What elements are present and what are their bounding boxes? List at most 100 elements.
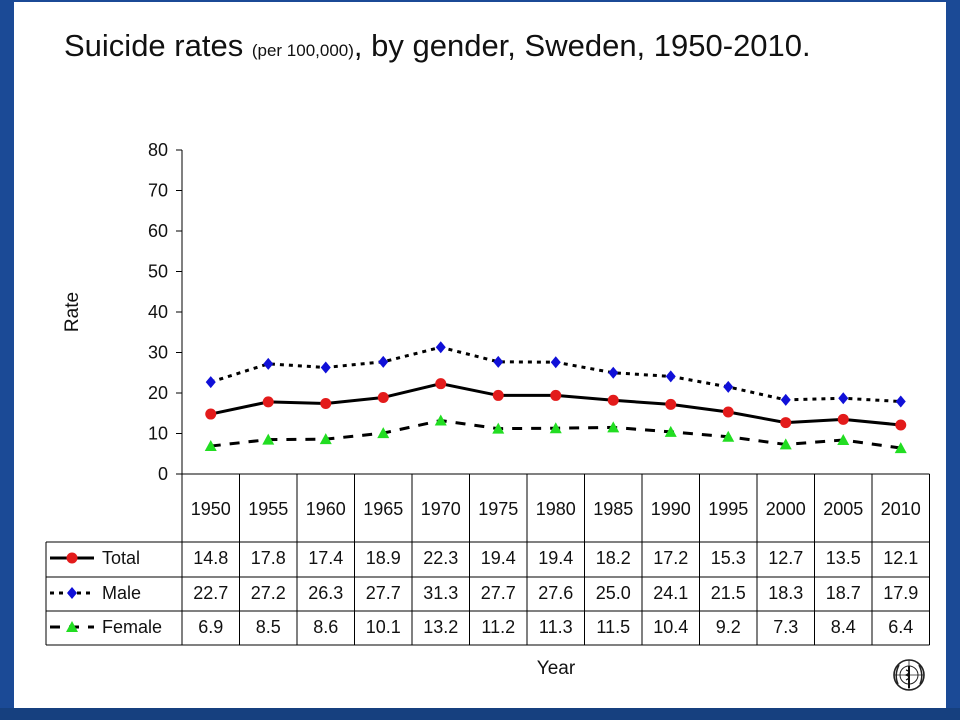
table-cell-female: 10.1 xyxy=(366,617,401,637)
x-tick-label: 2005 xyxy=(823,499,863,519)
legend-male-label: Male xyxy=(102,583,141,603)
table-cell-male: 27.2 xyxy=(251,583,286,603)
total-data-point xyxy=(262,396,274,408)
female-data-point xyxy=(837,433,850,445)
table-cell-male: 18.7 xyxy=(826,583,861,603)
male-data-point xyxy=(838,392,849,405)
table-cell-female: 9.2 xyxy=(716,617,741,637)
table-cell-female: 7.3 xyxy=(773,617,798,637)
total-data-point xyxy=(492,389,504,401)
table-cell-total: 17.2 xyxy=(653,548,688,568)
table-cell-male: 18.3 xyxy=(768,583,803,603)
table-cell-male: 21.5 xyxy=(711,583,746,603)
male-data-point xyxy=(435,341,446,354)
male-data-point xyxy=(665,370,676,383)
total-data-point xyxy=(377,391,389,403)
table-cell-male: 27.7 xyxy=(481,583,516,603)
table-cell-female: 10.4 xyxy=(653,617,688,637)
male-data-point xyxy=(780,393,791,406)
male-data-point xyxy=(378,355,389,368)
female-data-point xyxy=(204,440,217,452)
x-tick-label: 1950 xyxy=(191,499,231,519)
x-axis-label: Year xyxy=(537,658,576,679)
table-cell-total: 18.2 xyxy=(596,548,631,568)
table-cell-total: 22.3 xyxy=(423,548,458,568)
table-cell-total: 17.4 xyxy=(308,548,343,568)
x-tick-label: 2010 xyxy=(881,499,921,519)
title-rest: , by gender, Sweden, 1950-2010. xyxy=(353,28,811,63)
slide xyxy=(14,2,946,708)
table-cell-total: 12.1 xyxy=(883,548,918,568)
female-data-point xyxy=(549,422,562,434)
y-tick-label: 50 xyxy=(148,262,168,282)
who-emblem-icon xyxy=(893,659,925,691)
table-cell-total: 18.9 xyxy=(366,548,401,568)
table-cell-male: 31.3 xyxy=(423,583,458,603)
total-data-point xyxy=(895,419,907,431)
table-cell-female: 8.5 xyxy=(256,617,281,637)
x-tick-label: 2000 xyxy=(766,499,806,519)
table-cell-female: 11.3 xyxy=(539,617,573,637)
total-data-point xyxy=(607,394,619,406)
y-axis-label: Rate xyxy=(62,292,83,332)
male-data-point xyxy=(493,355,504,368)
total-data-point xyxy=(665,398,677,410)
x-tick-label: 1965 xyxy=(363,499,403,519)
female-data-point xyxy=(262,433,275,445)
total-data-point xyxy=(205,408,217,420)
legend-total-marker xyxy=(66,552,78,564)
total-data-point xyxy=(320,398,332,410)
legend-female-label: Female xyxy=(102,617,162,637)
y-tick-label: 70 xyxy=(148,181,168,201)
title-main: Suicide rates xyxy=(64,28,252,63)
x-tick-label: 1955 xyxy=(248,499,288,519)
table-cell-total: 13.5 xyxy=(826,548,861,568)
chart-title: Suicide rates (per 100,000), by gender, … xyxy=(64,26,811,71)
total-data-point xyxy=(550,389,562,401)
female-data-point xyxy=(722,430,735,442)
table-cell-female: 8.4 xyxy=(831,617,856,637)
y-tick-label: 60 xyxy=(148,221,168,241)
table-cell-female: 6.4 xyxy=(888,617,913,637)
table-cell-total: 15.3 xyxy=(711,548,746,568)
table-cell-male: 27.7 xyxy=(366,583,401,603)
table-cell-female: 11.2 xyxy=(481,617,515,637)
y-tick-label: 10 xyxy=(148,424,168,444)
x-tick-label: 1960 xyxy=(306,499,346,519)
female-data-point xyxy=(319,433,332,445)
x-tick-label: 1985 xyxy=(593,499,633,519)
table-cell-male: 26.3 xyxy=(308,583,343,603)
male-data-point xyxy=(263,357,274,370)
x-tick-label: 1995 xyxy=(708,499,748,519)
title-units: (per 100,000) xyxy=(251,41,354,60)
y-tick-label: 30 xyxy=(148,343,168,363)
x-tick-label: 1970 xyxy=(421,499,461,519)
table-cell-male: 22.7 xyxy=(193,583,228,603)
male-data-point xyxy=(895,395,906,408)
female-data-point xyxy=(434,414,447,426)
bottom-bar xyxy=(0,708,960,720)
total-data-point xyxy=(435,378,447,390)
table-cell-total: 19.4 xyxy=(538,548,573,568)
x-tick-label: 1975 xyxy=(478,499,518,519)
table-cell-male: 17.9 xyxy=(883,583,918,603)
male-data-point xyxy=(608,366,619,379)
y-tick-label: 0 xyxy=(158,464,168,484)
table-cell-male: 25.0 xyxy=(596,583,631,603)
table-cell-female: 13.2 xyxy=(423,617,458,637)
total-data-point xyxy=(780,417,792,429)
female-data-point xyxy=(377,427,390,439)
total-series-line xyxy=(210,382,901,427)
legend-female-marker xyxy=(66,621,78,632)
female-data-point xyxy=(894,442,907,454)
y-tick-label: 20 xyxy=(148,383,168,403)
total-data-point xyxy=(837,413,849,425)
legend-total-label: Total xyxy=(102,548,140,568)
female-data-point xyxy=(607,421,620,433)
male-data-point xyxy=(723,380,734,393)
total-data-point xyxy=(722,406,734,418)
table-cell-female: 6.9 xyxy=(198,617,223,637)
female-data-point xyxy=(779,438,792,450)
legend-male-marker xyxy=(67,587,77,599)
